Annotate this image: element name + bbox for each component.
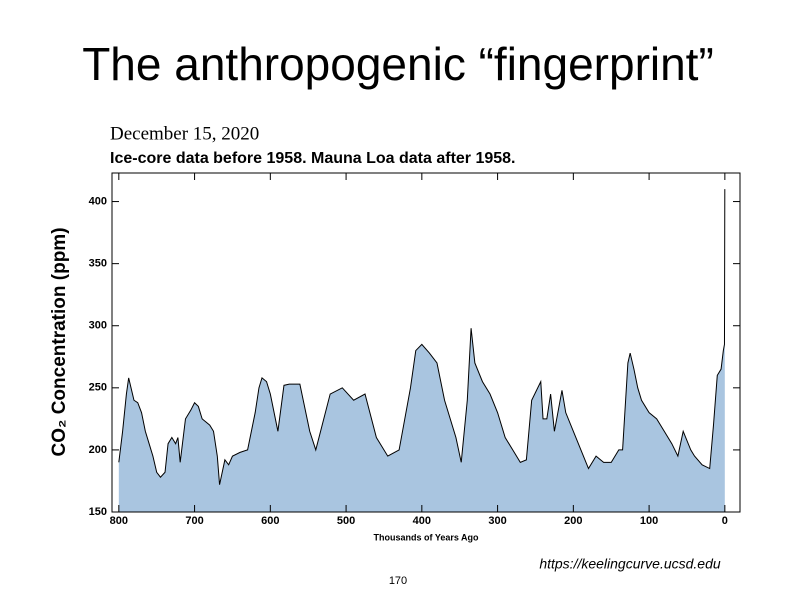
x-tick-label: 600 <box>261 515 279 527</box>
y-tick-label: 150 <box>89 506 107 518</box>
x-tick-label: 500 <box>337 515 355 527</box>
y-tick-label: 350 <box>89 258 107 270</box>
area <box>118 189 725 512</box>
y-axis-label: CO₂ Concentration (ppm) <box>49 227 70 456</box>
x-tick-label: 200 <box>564 515 582 527</box>
page-number: 170 <box>389 575 407 587</box>
plot-frame <box>111 172 741 513</box>
x-tick-label: 400 <box>413 515 431 527</box>
y-tick-label: 400 <box>89 195 107 207</box>
source-link: https://keelingcurve.ucsd.edu <box>539 556 721 572</box>
x-tick-label: 800 <box>110 515 128 527</box>
y-tick-label: 200 <box>89 444 107 456</box>
x-tick-label: 700 <box>185 515 203 527</box>
chart-date: December 15, 2020 <box>110 123 259 144</box>
x-tick-label: 300 <box>488 515 506 527</box>
x-tick-label: 0 <box>722 515 728 527</box>
y-tick-label: 250 <box>89 382 107 394</box>
line <box>118 189 726 485</box>
x-axis-label: Thousands of Years Ago <box>373 532 479 542</box>
slide-title: The anthropogenic “fingerprint” <box>82 38 714 90</box>
x-tick-label: 100 <box>640 515 658 527</box>
chart-subtitle: Ice-core data before 1958. Mauna Loa dat… <box>110 150 516 167</box>
y-tick-label: 300 <box>89 320 107 332</box>
